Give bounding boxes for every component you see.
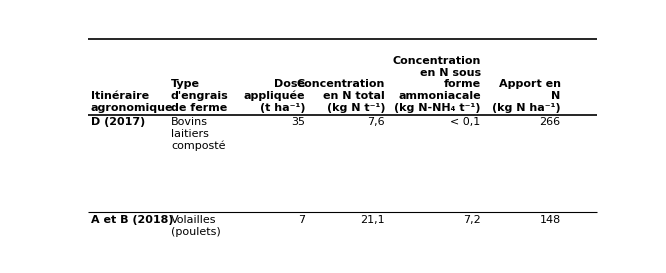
Text: < 0,1: < 0,1 xyxy=(450,117,481,127)
Text: Volailles
(poulets): Volailles (poulets) xyxy=(171,215,220,237)
Text: 35: 35 xyxy=(291,117,305,127)
Text: 7,6: 7,6 xyxy=(368,117,385,127)
Text: Concentration
en N total
(kg N t⁻¹): Concentration en N total (kg N t⁻¹) xyxy=(297,79,385,113)
Text: Itinéraire
agronomique: Itinéraire agronomique xyxy=(91,91,173,113)
Text: 148: 148 xyxy=(539,215,561,225)
Text: Dose
appliquée
(t ha⁻¹): Dose appliquée (t ha⁻¹) xyxy=(244,79,305,113)
Text: Bovins
laitiers
composté: Bovins laitiers composté xyxy=(171,117,226,151)
Text: 7,2: 7,2 xyxy=(463,215,481,225)
Text: D (2017): D (2017) xyxy=(91,117,145,127)
Text: 21,1: 21,1 xyxy=(360,215,385,225)
Text: Type
d'engrais
de ferme: Type d'engrais de ferme xyxy=(171,79,228,113)
Text: Concentration
en N sous
forme
ammoniacale
(kg N-NH₄ t⁻¹): Concentration en N sous forme ammoniacal… xyxy=(392,56,481,113)
Text: A et B (2018): A et B (2018) xyxy=(91,215,173,225)
Text: 7: 7 xyxy=(298,215,305,225)
Text: Apport en
N
(kg N ha⁻¹): Apport en N (kg N ha⁻¹) xyxy=(492,79,561,113)
Text: 266: 266 xyxy=(539,117,561,127)
